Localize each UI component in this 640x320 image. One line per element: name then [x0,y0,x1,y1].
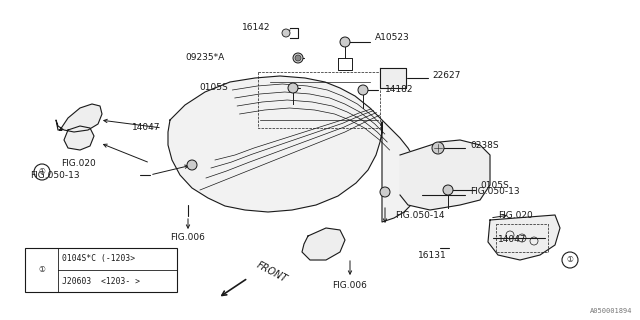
Text: 14047: 14047 [131,124,160,132]
Text: A050001894: A050001894 [589,308,632,314]
Text: A10523: A10523 [375,34,410,43]
Text: ①: ① [38,167,45,177]
Text: FIG.020: FIG.020 [61,158,96,167]
Text: ①: ① [38,266,45,275]
Circle shape [295,55,301,61]
Text: 0238S: 0238S [470,140,499,149]
Polygon shape [168,76,420,222]
Polygon shape [380,68,406,88]
Text: FRONT: FRONT [255,260,289,284]
Text: 0105S: 0105S [199,84,228,92]
Circle shape [340,37,350,47]
Text: 22627: 22627 [432,70,460,79]
Text: FIG.050-13: FIG.050-13 [30,171,80,180]
Polygon shape [400,140,490,210]
Circle shape [443,185,453,195]
Text: FIG.050-13: FIG.050-13 [470,188,520,196]
Polygon shape [488,215,560,260]
Text: J20603  <1203- >: J20603 <1203- > [62,276,140,285]
Text: ①: ① [566,255,573,265]
Circle shape [288,83,298,93]
Text: 0105S: 0105S [480,180,509,189]
Polygon shape [56,104,102,132]
Text: 16131: 16131 [419,251,447,260]
Circle shape [432,142,444,154]
Polygon shape [64,126,94,150]
Text: FIG.006: FIG.006 [171,234,205,243]
Polygon shape [302,228,345,260]
FancyBboxPatch shape [25,248,177,292]
Text: FIG.050-14: FIG.050-14 [395,211,445,220]
Text: 0104S*C (-1203>: 0104S*C (-1203> [62,254,135,263]
Text: FIG.006: FIG.006 [333,281,367,290]
Circle shape [282,29,290,37]
Text: FIG.020: FIG.020 [498,211,532,220]
Text: 16142: 16142 [241,23,270,33]
Circle shape [293,53,303,63]
Circle shape [358,85,368,95]
Circle shape [187,160,197,170]
Text: 14182: 14182 [385,85,413,94]
Text: 14047: 14047 [498,236,527,244]
Text: 09235*A: 09235*A [186,53,225,62]
Circle shape [380,187,390,197]
